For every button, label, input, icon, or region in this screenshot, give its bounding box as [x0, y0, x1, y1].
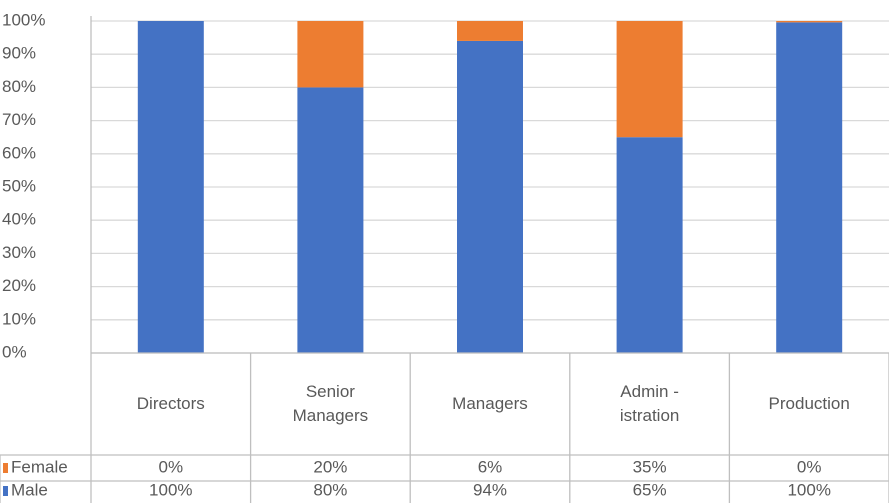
bar-segment	[137, 21, 204, 353]
bar-segment	[457, 21, 523, 41]
table-value: 100%	[787, 480, 830, 499]
table-value: 0%	[797, 457, 822, 476]
y-tick-label: 90%	[2, 44, 36, 63]
table-value: 94%	[473, 480, 507, 499]
bar-segment	[457, 40, 523, 354]
table-value: 100%	[149, 480, 192, 499]
y-tick-label: 10%	[2, 309, 36, 328]
bar-segment	[776, 22, 843, 353]
category-label: Managers	[452, 394, 528, 413]
table-value: 65%	[633, 480, 667, 499]
category-label: Senior Managers	[292, 382, 369, 425]
y-tick-label: 80%	[2, 77, 36, 96]
table-value: 80%	[313, 480, 347, 499]
legend-label: Male	[11, 480, 48, 499]
bar-segment	[616, 21, 683, 138]
legend-key	[3, 463, 8, 473]
bar-segment	[297, 21, 364, 88]
y-tick-label: 20%	[2, 276, 36, 295]
y-tick-label: 100%	[2, 10, 45, 29]
legend-key	[3, 486, 8, 496]
table-value: 20%	[313, 457, 347, 476]
bar-segment	[297, 87, 364, 354]
bar-segment	[616, 137, 683, 353]
y-tick-label: 30%	[2, 243, 36, 262]
table-value: 6%	[478, 457, 503, 476]
table-value: 35%	[633, 457, 667, 476]
y-tick-label: 60%	[2, 143, 36, 162]
category-label: Production	[768, 394, 850, 413]
y-tick-label: 50%	[2, 176, 36, 195]
legend-label: Female	[11, 457, 68, 476]
table-value: 0%	[159, 457, 184, 476]
y-tick-label: 40%	[2, 210, 36, 229]
bar-segment	[776, 21, 843, 23]
y-tick-label: 0%	[2, 342, 27, 361]
category-label: Directors	[136, 394, 205, 413]
category-label: Admin - istration	[619, 382, 680, 425]
y-tick-label: 70%	[2, 110, 36, 129]
